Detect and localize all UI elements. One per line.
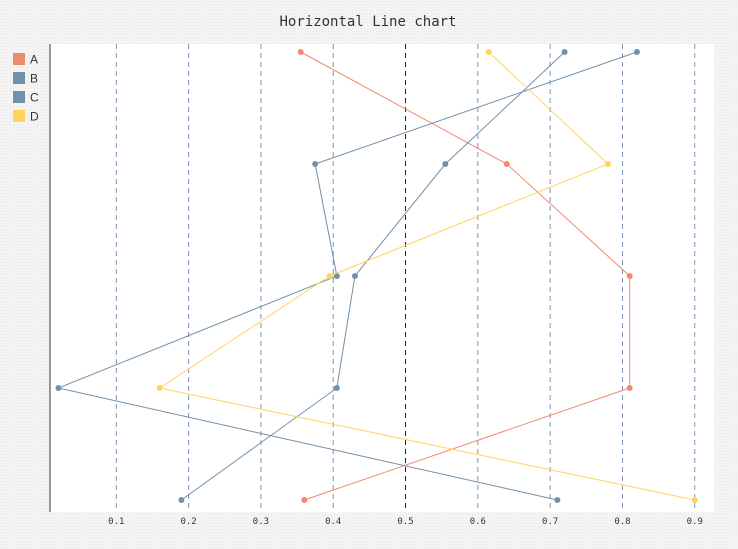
data-point-D [485,49,492,55]
series-A [297,49,633,503]
x-tick-label: 0.8 [614,517,630,527]
x-tick-label: 0.3 [253,517,269,527]
x-tick-label: 0.1 [108,517,124,527]
data-point-C [351,273,358,279]
legend-swatch-A [13,53,25,65]
data-point-B [633,49,640,55]
data-point-A [626,385,633,391]
data-point-C [442,161,449,167]
series-C [178,49,568,503]
series-B [55,49,640,503]
data-point-B [554,497,561,503]
legend-label-A: A [30,53,38,67]
chart-title: Horizontal Line chart [279,14,456,30]
x-tick-label: 0.6 [470,517,486,527]
x-axis-ticks: 0.1 0.2 0.3 0.4 0.5 0.6 0.7 0.8 0.9 [108,517,703,527]
grid-lines [115,44,696,512]
x-tick-label: 0.2 [180,517,196,527]
legend-swatch-B [13,72,25,84]
data-point-D [326,273,333,279]
legend-label-B: B [30,72,38,86]
x-tick-label: 0.5 [397,517,413,527]
legend-swatch-D [13,110,25,122]
x-tick-label: 0.9 [687,517,703,527]
legend-label-C: C [30,91,39,105]
x-tick-label: 0.4 [325,517,341,527]
data-point-D [691,497,698,503]
data-point-B [333,273,340,279]
data-point-B [55,385,62,391]
plot-area [50,44,714,512]
legend-swatch-C [13,91,25,103]
data-point-A [626,273,633,279]
data-point-C [178,497,185,503]
series-D [156,49,698,503]
data-point-A [297,49,304,55]
legend-label-D: D [30,110,39,124]
data-point-C [333,385,340,391]
x-tick-label: 0.7 [542,517,558,527]
data-point-B [312,161,319,167]
data-point-A [301,497,308,503]
series-lines [55,49,698,503]
data-point-C [561,49,568,55]
data-point-D [156,385,163,391]
data-point-D [605,161,611,167]
data-point-A [503,161,510,167]
